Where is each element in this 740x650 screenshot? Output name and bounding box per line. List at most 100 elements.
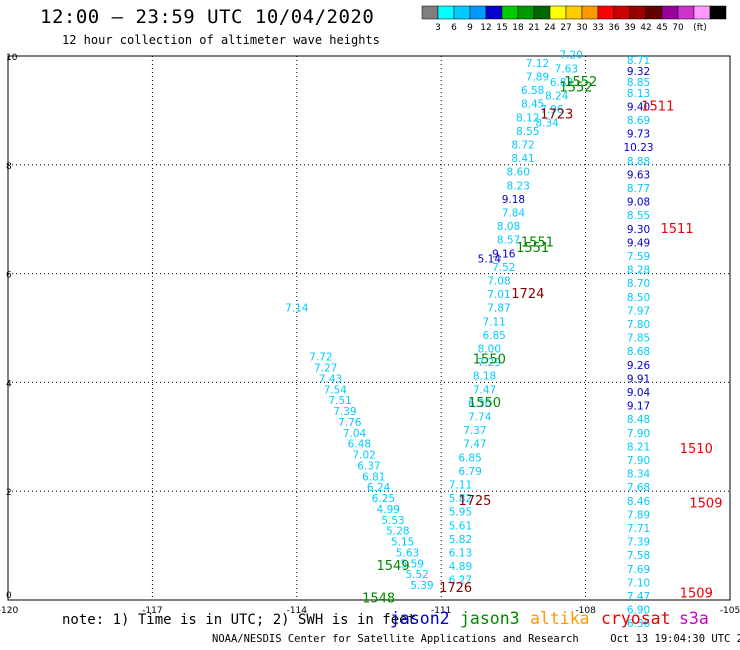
legend-jason2: jason2 xyxy=(390,609,450,628)
swh-value: 5.39 xyxy=(410,580,433,592)
swh-value: 7.89 xyxy=(627,509,650,521)
colorbar-swatch xyxy=(565,5,583,20)
swh-value: 8.08 xyxy=(497,221,520,233)
colorbar-label: 70 xyxy=(672,23,684,33)
swh-value: 8.57 xyxy=(497,235,520,247)
colorbar-swatch xyxy=(645,5,663,20)
swh-value: 4.99 xyxy=(377,504,400,516)
colorbar-swatch xyxy=(517,5,535,20)
pass-id: 1724 xyxy=(511,287,544,302)
swh-value: 9.49 xyxy=(627,237,650,249)
swh-value: 9.17 xyxy=(627,401,650,413)
pass-id: 1723 xyxy=(540,108,573,123)
colorbar-label: 9 xyxy=(467,23,473,33)
swh-value: 8.13 xyxy=(627,88,650,100)
swh-value: 7.80 xyxy=(627,319,650,331)
swh-value: 8.34 xyxy=(535,118,559,130)
swh-value: 8.23 xyxy=(507,180,530,192)
colorbar-swatch xyxy=(469,5,487,20)
swh-value: 9.63 xyxy=(627,169,650,181)
swh-value: 8.00 xyxy=(478,343,501,355)
swh-value: 7.11 xyxy=(449,479,472,491)
legend-cryosat: cryosat xyxy=(601,609,671,628)
colorbar-swatch xyxy=(501,5,519,20)
swh-value: 7.69 xyxy=(627,564,650,576)
swh-value: 10.23 xyxy=(624,142,654,154)
swh-value: 7.71 xyxy=(627,523,650,535)
pass-id: 1726 xyxy=(439,581,472,596)
colorbar-swatch xyxy=(661,5,679,20)
swh-value: 7.90 xyxy=(627,428,650,440)
pass-id: 1509 xyxy=(689,497,722,512)
swh-value: 6.85 xyxy=(458,452,481,464)
swh-value: 7.90 xyxy=(627,455,650,467)
swh-value: 5.95 xyxy=(449,507,472,519)
y-tick-label: 6 xyxy=(6,271,12,281)
swh-value: 7.20 xyxy=(559,50,582,62)
swh-value: 7.43 xyxy=(319,373,342,385)
colorbar-label: 6 xyxy=(451,23,457,33)
swh-value: 9.91 xyxy=(627,373,650,385)
swh-value: 7.59 xyxy=(627,251,650,263)
swh-value: 9.04 xyxy=(627,387,651,399)
map-frame xyxy=(7,55,731,601)
swh-value: 6.27 xyxy=(449,575,472,587)
swh-value: 8.45 xyxy=(521,99,544,111)
colorbar-swatch xyxy=(693,5,711,20)
swh-value: 7.52 xyxy=(492,262,515,274)
y-tick-label: 10 xyxy=(6,53,18,63)
colorbar-label: 36 xyxy=(608,23,620,33)
x-tick-label: -117 xyxy=(142,606,162,616)
swh-value: 6.90 xyxy=(627,605,650,617)
y-tick-label: 2 xyxy=(6,488,12,498)
swh-value: 7.29 xyxy=(478,357,501,369)
swh-value: 8.70 xyxy=(627,278,650,290)
swh-value: 6.79 xyxy=(458,466,481,478)
colorbar-label: 3 xyxy=(435,23,441,33)
swh-value: 5.52 xyxy=(405,569,428,581)
swh-value: 8.12 xyxy=(516,112,539,124)
swh-value: 8.71 xyxy=(627,55,650,67)
swh-value: 7.87 xyxy=(487,303,510,315)
swh-value: 8.34 xyxy=(627,469,651,481)
colorbar-swatch xyxy=(677,5,695,20)
credit-line: NOAA/NESDIS Center for Satellite Applica… xyxy=(212,633,740,645)
legend-altika: altika xyxy=(530,609,590,628)
swh-value: 7.37 xyxy=(463,425,486,437)
swh-value: 7.01 xyxy=(487,289,510,301)
x-tick-label: -105 xyxy=(720,606,740,616)
swh-value: 5.28 xyxy=(386,526,409,538)
swh-value: 6.24 xyxy=(367,482,391,494)
swh-value: 8.68 xyxy=(627,346,650,358)
colorbar-swatch xyxy=(421,5,439,20)
swh-value: 7.39 xyxy=(333,406,356,418)
swh-value: 9.26 xyxy=(627,360,651,372)
y-tick-label: 0 xyxy=(6,591,12,601)
pass-id: 1725 xyxy=(458,494,491,509)
colorbar-label: 24 xyxy=(544,23,556,33)
swh-value: 6.25 xyxy=(372,493,395,505)
swh-value: 7.14 xyxy=(285,303,309,315)
swh-value: 5.59 xyxy=(401,558,424,570)
swh-value: 7.58 xyxy=(627,550,650,562)
swh-value: 8.21 xyxy=(627,441,650,453)
pass-id: 1552 xyxy=(559,80,592,95)
colorbar-label: (ft) xyxy=(693,23,707,33)
colorbar-label: 30 xyxy=(576,23,588,33)
x-tick-label: -120 xyxy=(0,606,18,616)
swh-value: 7.51 xyxy=(328,395,351,407)
swh-value: 8.24 xyxy=(545,91,569,103)
swh-value: 5.15 xyxy=(391,537,414,549)
swh-value: 7.47 xyxy=(627,591,650,603)
swh-value: 7.08 xyxy=(487,275,510,287)
swh-value: 7.27 xyxy=(314,363,337,375)
pass-id: 1509 xyxy=(680,586,713,601)
swh-value: 6.81 xyxy=(362,471,385,483)
colorbar-swatch xyxy=(581,5,599,20)
swh-value: 7.68 xyxy=(627,482,650,494)
swh-value: 8.55 xyxy=(627,210,650,222)
pass-id: 1550 xyxy=(473,352,506,367)
swh-value: 8.50 xyxy=(627,292,650,304)
swh-value: 7.76 xyxy=(338,417,362,429)
swh-value: 8.55 xyxy=(516,126,539,138)
